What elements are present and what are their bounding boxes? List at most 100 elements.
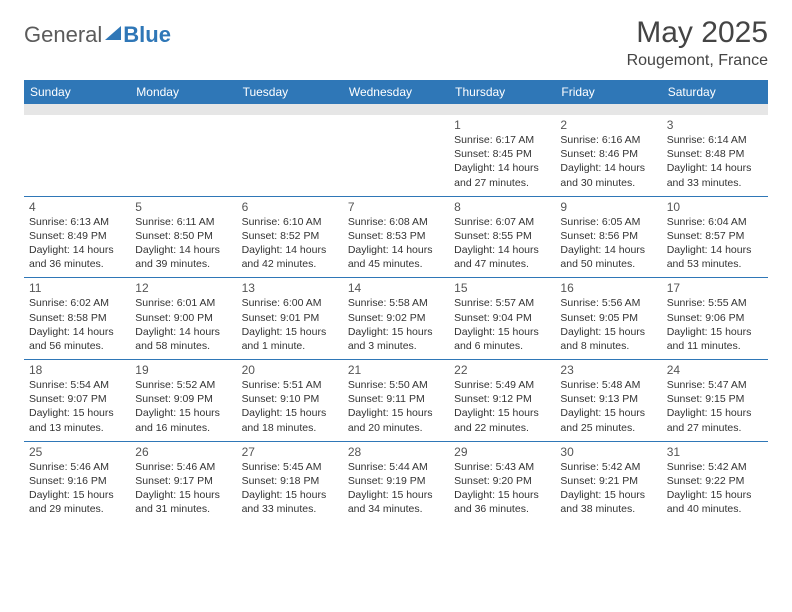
day-cell: 22Sunrise: 5:49 AMSunset: 9:12 PMDayligh… xyxy=(449,360,555,441)
day-details: Sunrise: 5:43 AMSunset: 9:20 PMDaylight:… xyxy=(454,460,550,517)
day-cell: 10Sunrise: 6:04 AMSunset: 8:57 PMDayligh… xyxy=(662,197,768,278)
day-cell xyxy=(24,115,130,196)
day-cell: 9Sunrise: 6:05 AMSunset: 8:56 PMDaylight… xyxy=(555,197,661,278)
weekday-label: Saturday xyxy=(662,80,768,104)
date-number: 20 xyxy=(242,363,338,377)
date-number: 7 xyxy=(348,200,444,214)
day-cell: 31Sunrise: 5:42 AMSunset: 9:22 PMDayligh… xyxy=(662,442,768,523)
weeks-container: 1Sunrise: 6:17 AMSunset: 8:45 PMDaylight… xyxy=(24,115,768,522)
day-details: Sunrise: 5:46 AMSunset: 9:16 PMDaylight:… xyxy=(29,460,125,517)
day-cell: 15Sunrise: 5:57 AMSunset: 9:04 PMDayligh… xyxy=(449,278,555,359)
day-details: Sunrise: 6:04 AMSunset: 8:57 PMDaylight:… xyxy=(667,215,763,272)
date-number: 28 xyxy=(348,445,444,459)
date-number: 23 xyxy=(560,363,656,377)
title-block: May 2025 Rougemont, France xyxy=(627,16,768,70)
day-cell: 18Sunrise: 5:54 AMSunset: 9:07 PMDayligh… xyxy=(24,360,130,441)
day-cell: 21Sunrise: 5:50 AMSunset: 9:11 PMDayligh… xyxy=(343,360,449,441)
day-details: Sunrise: 6:10 AMSunset: 8:52 PMDaylight:… xyxy=(242,215,338,272)
day-cell: 19Sunrise: 5:52 AMSunset: 9:09 PMDayligh… xyxy=(130,360,236,441)
day-cell: 3Sunrise: 6:14 AMSunset: 8:48 PMDaylight… xyxy=(662,115,768,196)
week-row: 25Sunrise: 5:46 AMSunset: 9:16 PMDayligh… xyxy=(24,442,768,523)
day-details: Sunrise: 5:50 AMSunset: 9:11 PMDaylight:… xyxy=(348,378,444,435)
day-details: Sunrise: 5:42 AMSunset: 9:22 PMDaylight:… xyxy=(667,460,763,517)
day-cell: 13Sunrise: 6:00 AMSunset: 9:01 PMDayligh… xyxy=(237,278,343,359)
week-row: 4Sunrise: 6:13 AMSunset: 8:49 PMDaylight… xyxy=(24,197,768,279)
date-number: 2 xyxy=(560,118,656,132)
day-cell: 12Sunrise: 6:01 AMSunset: 9:00 PMDayligh… xyxy=(130,278,236,359)
weekday-label: Monday xyxy=(130,80,236,104)
day-cell xyxy=(237,115,343,196)
day-details: Sunrise: 5:54 AMSunset: 9:07 PMDaylight:… xyxy=(29,378,125,435)
day-cell: 16Sunrise: 5:56 AMSunset: 9:05 PMDayligh… xyxy=(555,278,661,359)
brand-part1: General xyxy=(24,22,102,48)
date-number: 1 xyxy=(454,118,550,132)
day-details: Sunrise: 5:51 AMSunset: 9:10 PMDaylight:… xyxy=(242,378,338,435)
day-details: Sunrise: 6:14 AMSunset: 8:48 PMDaylight:… xyxy=(667,133,763,190)
day-cell: 6Sunrise: 6:10 AMSunset: 8:52 PMDaylight… xyxy=(237,197,343,278)
day-details: Sunrise: 5:55 AMSunset: 9:06 PMDaylight:… xyxy=(667,296,763,353)
day-details: Sunrise: 6:01 AMSunset: 9:00 PMDaylight:… xyxy=(135,296,231,353)
date-number: 4 xyxy=(29,200,125,214)
day-details: Sunrise: 5:57 AMSunset: 9:04 PMDaylight:… xyxy=(454,296,550,353)
date-number: 13 xyxy=(242,281,338,295)
day-cell: 2Sunrise: 6:16 AMSunset: 8:46 PMDaylight… xyxy=(555,115,661,196)
weekday-header: SundayMondayTuesdayWednesdayThursdayFrid… xyxy=(24,80,768,104)
day-cell: 1Sunrise: 6:17 AMSunset: 8:45 PMDaylight… xyxy=(449,115,555,196)
date-number: 11 xyxy=(29,281,125,295)
date-number: 9 xyxy=(560,200,656,214)
week-row: 18Sunrise: 5:54 AMSunset: 9:07 PMDayligh… xyxy=(24,360,768,442)
day-details: Sunrise: 5:44 AMSunset: 9:19 PMDaylight:… xyxy=(348,460,444,517)
brand-triangle-icon xyxy=(105,26,121,40)
date-number: 31 xyxy=(667,445,763,459)
date-number: 26 xyxy=(135,445,231,459)
day-details: Sunrise: 5:47 AMSunset: 9:15 PMDaylight:… xyxy=(667,378,763,435)
day-details: Sunrise: 6:00 AMSunset: 9:01 PMDaylight:… xyxy=(242,296,338,353)
header-band xyxy=(24,104,768,115)
weekday-label: Friday xyxy=(555,80,661,104)
day-details: Sunrise: 5:52 AMSunset: 9:09 PMDaylight:… xyxy=(135,378,231,435)
date-number: 25 xyxy=(29,445,125,459)
day-cell: 27Sunrise: 5:45 AMSunset: 9:18 PMDayligh… xyxy=(237,442,343,523)
day-details: Sunrise: 6:11 AMSunset: 8:50 PMDaylight:… xyxy=(135,215,231,272)
day-cell xyxy=(343,115,449,196)
date-number: 6 xyxy=(242,200,338,214)
day-details: Sunrise: 5:46 AMSunset: 9:17 PMDaylight:… xyxy=(135,460,231,517)
date-number: 30 xyxy=(560,445,656,459)
location-label: Rougemont, France xyxy=(627,52,768,70)
date-number: 29 xyxy=(454,445,550,459)
date-number: 16 xyxy=(560,281,656,295)
date-number: 17 xyxy=(667,281,763,295)
weekday-label: Thursday xyxy=(449,80,555,104)
day-details: Sunrise: 5:42 AMSunset: 9:21 PMDaylight:… xyxy=(560,460,656,517)
day-cell: 25Sunrise: 5:46 AMSunset: 9:16 PMDayligh… xyxy=(24,442,130,523)
day-details: Sunrise: 6:05 AMSunset: 8:56 PMDaylight:… xyxy=(560,215,656,272)
day-cell: 4Sunrise: 6:13 AMSunset: 8:49 PMDaylight… xyxy=(24,197,130,278)
date-number: 22 xyxy=(454,363,550,377)
date-number: 8 xyxy=(454,200,550,214)
header: General Blue May 2025 Rougemont, France xyxy=(24,16,768,70)
date-number: 21 xyxy=(348,363,444,377)
date-number: 5 xyxy=(135,200,231,214)
week-row: 1Sunrise: 6:17 AMSunset: 8:45 PMDaylight… xyxy=(24,115,768,197)
day-cell: 28Sunrise: 5:44 AMSunset: 9:19 PMDayligh… xyxy=(343,442,449,523)
day-cell: 14Sunrise: 5:58 AMSunset: 9:02 PMDayligh… xyxy=(343,278,449,359)
day-cell: 30Sunrise: 5:42 AMSunset: 9:21 PMDayligh… xyxy=(555,442,661,523)
day-details: Sunrise: 6:08 AMSunset: 8:53 PMDaylight:… xyxy=(348,215,444,272)
date-number: 24 xyxy=(667,363,763,377)
date-number: 12 xyxy=(135,281,231,295)
calendar: SundayMondayTuesdayWednesdayThursdayFrid… xyxy=(24,80,768,522)
date-number: 10 xyxy=(667,200,763,214)
date-number: 18 xyxy=(29,363,125,377)
weekday-label: Sunday xyxy=(24,80,130,104)
month-title: May 2025 xyxy=(627,16,768,50)
day-cell: 24Sunrise: 5:47 AMSunset: 9:15 PMDayligh… xyxy=(662,360,768,441)
day-details: Sunrise: 5:58 AMSunset: 9:02 PMDaylight:… xyxy=(348,296,444,353)
weekday-label: Tuesday xyxy=(237,80,343,104)
date-number: 14 xyxy=(348,281,444,295)
day-cell: 5Sunrise: 6:11 AMSunset: 8:50 PMDaylight… xyxy=(130,197,236,278)
day-cell: 8Sunrise: 6:07 AMSunset: 8:55 PMDaylight… xyxy=(449,197,555,278)
day-cell xyxy=(130,115,236,196)
day-details: Sunrise: 6:17 AMSunset: 8:45 PMDaylight:… xyxy=(454,133,550,190)
day-cell: 26Sunrise: 5:46 AMSunset: 9:17 PMDayligh… xyxy=(130,442,236,523)
day-cell: 11Sunrise: 6:02 AMSunset: 8:58 PMDayligh… xyxy=(24,278,130,359)
